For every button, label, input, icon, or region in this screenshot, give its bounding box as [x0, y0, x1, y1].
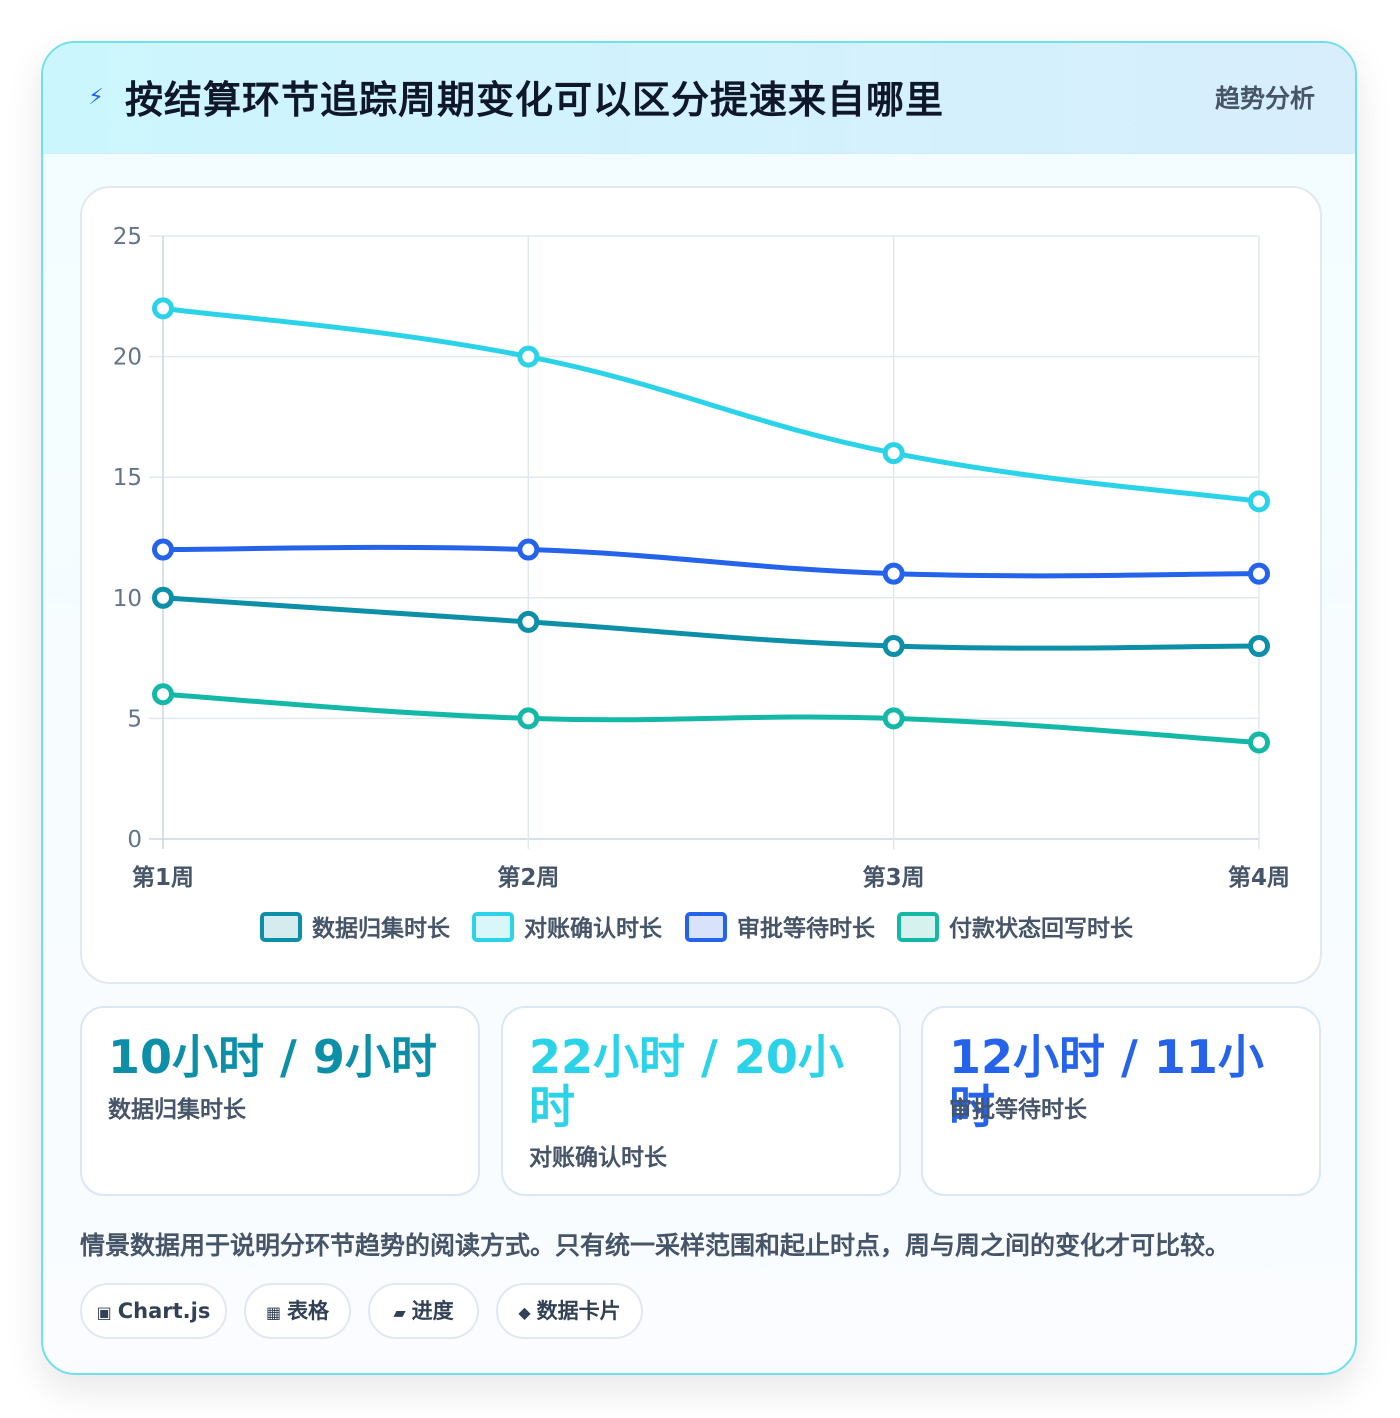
- data-point: [152, 297, 174, 320]
- x-tick-label: 第1周: [132, 864, 194, 891]
- tag-label: 数据卡片: [536, 1299, 621, 1323]
- diamond-icon: ◆: [518, 1303, 531, 1322]
- stat-value-approval: 12小时 / 11小时: [949, 1030, 1264, 1134]
- footnote: 情景数据用于说明分环节趋势的阅读方式。只有统一采样范围和起止时点，周与周之间的变…: [80, 1231, 1231, 1260]
- trend-badge: 趋势分析: [1214, 84, 1315, 113]
- series-line-0: [160, 595, 1262, 651]
- tag-label: 进度: [411, 1299, 454, 1323]
- tag-data-card[interactable]: ◆ 数据卡片: [496, 1283, 643, 1339]
- data-point: [152, 538, 174, 561]
- series-line-1: [160, 305, 1262, 504]
- stat-value-collection: 10小时 / 9小时: [108, 1030, 437, 1084]
- y-tick-label: 10: [113, 586, 142, 612]
- x-tick-label: 第3周: [863, 864, 925, 891]
- chart-icon: ▣: [96, 1303, 112, 1322]
- series-line-2: [160, 544, 1262, 579]
- stat-card-reconciliation: 22小时 / 20小时 对账确认时长: [501, 1006, 901, 1196]
- table-icon: ▦: [265, 1303, 282, 1322]
- series-line-3: [160, 691, 1262, 746]
- x-tick-label: 第4周: [1228, 864, 1290, 891]
- stat-value-reconciliation: 22小时 / 20小时: [529, 1030, 844, 1134]
- stat-card-approval: 12小时 / 11小时 审批等待时长: [921, 1006, 1321, 1196]
- tag-chartjs[interactable]: ▣ Chart.js: [80, 1283, 227, 1339]
- data-point: [152, 586, 174, 609]
- data-point: [517, 538, 540, 561]
- data-point: [1248, 731, 1270, 754]
- data-point: [882, 635, 905, 658]
- legend-swatch: [685, 912, 727, 942]
- data-point: [882, 562, 905, 585]
- data-point: [1248, 635, 1270, 658]
- chart-card: ⚡ 按结算环节追踪周期变化可以区分提速来自哪里 趋势分析 0 5 10 15 20 25 第…: [41, 41, 1357, 1375]
- data-point: [882, 442, 905, 465]
- legend-label: 审批等待时长: [737, 915, 876, 942]
- progress-icon: ▰: [393, 1303, 406, 1322]
- stat-card-collection: 10小时 / 9小时 数据归集时长: [80, 1006, 480, 1196]
- data-point: [882, 707, 905, 730]
- y-tick-label: 25: [113, 224, 142, 250]
- tag-table[interactable]: ▦ 表格: [244, 1283, 351, 1339]
- stat-label-reconciliation: 对账确认时长: [529, 1145, 667, 1171]
- stat-label-collection: 数据归集时长: [108, 1097, 246, 1123]
- tag-progress[interactable]: ▰ 进度: [368, 1283, 479, 1339]
- y-tick-label: 0: [127, 827, 142, 853]
- data-point: [1248, 490, 1270, 513]
- legend-swatch: [472, 912, 514, 942]
- legend-swatch: [897, 912, 939, 942]
- data-point: [1248, 562, 1270, 585]
- lightning-icon: ⚡: [88, 85, 104, 110]
- legend-label: 付款状态回写时长: [949, 915, 1134, 942]
- data-point: [517, 707, 540, 730]
- legend-label: 数据归集时长: [312, 915, 451, 942]
- legend-label: 对账确认时长: [524, 916, 663, 942]
- stat-label-approval: 审批等待时长: [949, 1097, 1087, 1123]
- data-point: [517, 610, 540, 633]
- card-title: 按结算环节追踪周期变化可以区分提速来自哪里: [125, 78, 945, 122]
- data-point: [152, 683, 174, 706]
- data-point: [517, 345, 540, 368]
- chart-panel: 0 5 10 15 20 25 第1周 第2周 第3周 第4周数据归集时长 对账确认时长 审批等待时长…: [80, 186, 1322, 984]
- y-tick-label: 5: [127, 706, 142, 732]
- tag-label: 表格: [287, 1299, 330, 1323]
- legend-swatch: [260, 912, 302, 942]
- y-tick-label: 15: [113, 465, 142, 491]
- tag-label: Chart.js: [117, 1299, 211, 1323]
- y-tick-label: 20: [113, 345, 142, 371]
- x-tick-label: 第2周: [497, 864, 559, 891]
- card-header: ⚡ 按结算环节追踪周期变化可以区分提速来自哪里 趋势分析: [43, 43, 1355, 154]
